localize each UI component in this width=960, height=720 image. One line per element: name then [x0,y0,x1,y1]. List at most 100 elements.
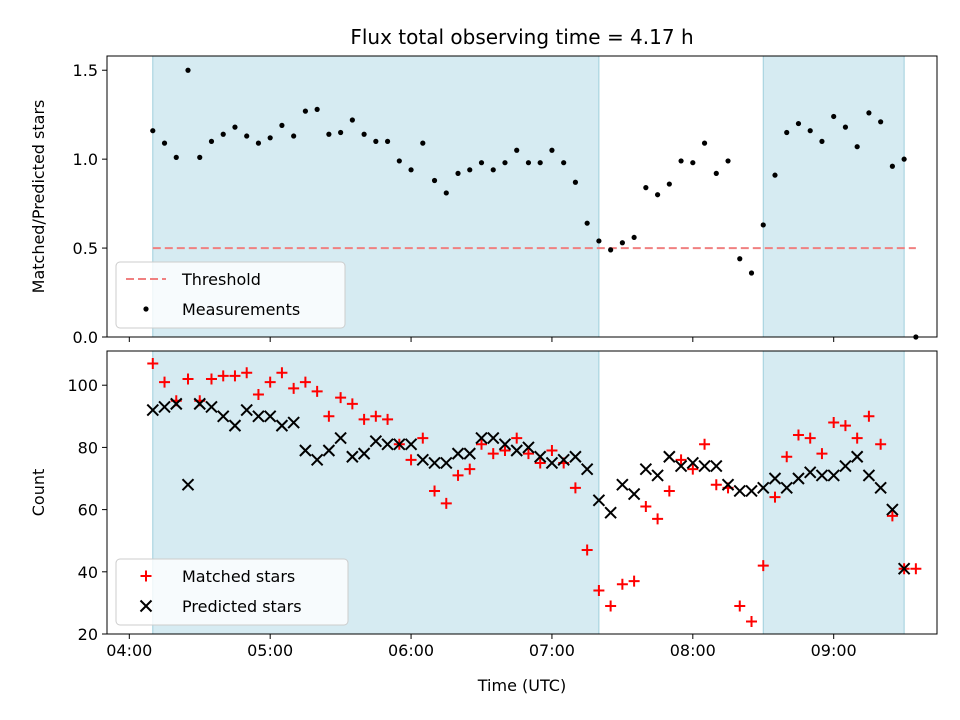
data-point [326,131,332,137]
data-point [361,131,367,137]
data-point [420,140,426,146]
data-point [467,167,473,173]
shaded-interval [762,350,905,635]
series-predicted-stars [146,397,911,575]
data-point [772,172,778,178]
data-point [721,478,735,491]
data-point [382,413,394,425]
data-point [228,419,242,432]
legend-label: Threshold [181,270,261,289]
data-point [170,397,183,411]
y-tick-label: 80 [78,438,98,457]
data-point [522,448,534,460]
data-point [404,438,418,451]
data-point [569,482,581,494]
data-point [252,389,264,401]
x-axis-label: Time (UTC) [477,676,566,695]
data-point [302,108,309,114]
data-point [181,478,195,491]
y-tick-label: 100 [67,376,98,395]
data-point [886,510,898,522]
data-point [827,469,840,482]
data-point [498,438,512,451]
data-point [674,459,688,473]
data-point [616,578,628,590]
data-point [217,370,229,382]
y-tick-label: 1.0 [73,150,98,169]
data-point [733,484,746,498]
legend: Threshold Measurements [115,261,346,329]
data-point [643,185,649,191]
y-tick-label: 1.5 [73,61,98,80]
data-point [734,600,746,612]
x-tick-label: 04:00 [106,641,152,660]
data-point [878,119,884,125]
data-point [314,106,320,112]
data-point [534,457,546,469]
data-point [863,410,875,422]
data-point [159,376,171,388]
shaded-interval [762,55,905,338]
data-point [737,256,743,262]
data-point [357,447,371,460]
data-point [334,431,347,445]
data-point [699,438,711,450]
data-point [384,138,391,144]
data-point [781,451,793,463]
data-point [455,170,461,176]
y-tick-label: 60 [78,501,98,520]
data-point [807,128,813,134]
data-point [396,158,402,164]
legend-swatch [140,570,152,582]
data-point [839,420,851,432]
data-point [416,453,430,467]
data-point [580,462,594,476]
data-point [299,376,311,388]
data-point [745,484,758,498]
data-point [288,382,300,394]
data-point [373,138,379,144]
data-point [605,600,617,612]
data-point [287,416,300,429]
x-tick-label: 08:00 [670,641,716,660]
data-point [275,419,289,432]
data-point [619,240,625,246]
series-matched-stars [147,357,922,628]
data-point [687,463,699,475]
data-point [725,158,731,164]
data-point [431,177,438,184]
data-point [208,138,215,144]
chart-title: Flux total observing time = 4.17 h [350,25,693,49]
data-point [596,238,602,244]
data-point [581,544,593,556]
data-point [510,444,523,457]
data-point [545,456,559,470]
data-point [429,485,441,497]
data-point [874,481,887,495]
data-point [768,472,782,485]
data-point [173,154,179,160]
y-tick-label: 40 [78,563,98,582]
x-tick-label: 05:00 [247,641,293,660]
data-point [678,158,684,164]
legend-label: Measurements [182,300,300,319]
data-point [244,133,250,139]
data-point [511,432,523,444]
data-point [158,400,171,414]
data-point [851,432,863,444]
data-point [616,478,629,491]
data-point [557,453,570,467]
y-tick-label: 20 [78,625,98,644]
data-point [537,160,543,166]
data-point [690,160,696,166]
data-point [440,456,453,470]
data-point [150,128,156,134]
data-point [710,459,723,473]
data-point [335,392,347,404]
data-point [549,147,555,153]
data-point [232,124,238,130]
data-point [522,441,535,454]
data-point [713,170,719,176]
bottom-panel: 04:00 05:00 06:00 07:00 08:00 09:00 20 40 60 80 10… [29,350,938,695]
